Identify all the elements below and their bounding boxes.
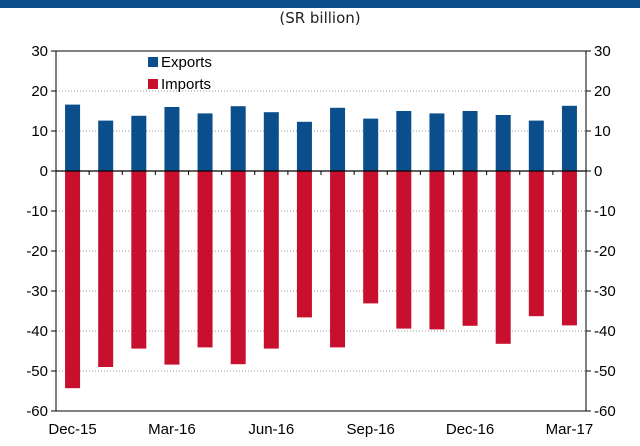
y-tick-label: -30	[26, 283, 48, 300]
y-tick-label-right: -50	[594, 363, 616, 380]
imports-bar	[330, 171, 346, 348]
exports-bar	[330, 107, 346, 171]
imports-bar	[164, 171, 180, 365]
imports-bar	[363, 171, 379, 304]
imports-bar	[65, 171, 81, 389]
y-tick-label: 0	[40, 163, 48, 180]
y-tick-label-right: -60	[594, 403, 616, 420]
exports-bar	[296, 121, 312, 171]
x-axis-labels: Dec-15 Mar-16 Jun-16 Sep-16 Dec-16 Mar-17	[48, 421, 593, 438]
legend-swatch-exports	[148, 57, 158, 67]
exports-bar	[363, 118, 379, 171]
y-tick-label: 10	[31, 123, 48, 140]
bars	[65, 104, 577, 389]
y-tick-label: -50	[26, 363, 48, 380]
exports-bar	[429, 113, 445, 171]
imports-bar	[528, 171, 544, 317]
exports-bar	[197, 113, 213, 171]
legend: Exports Imports	[148, 54, 212, 93]
imports-bar	[230, 171, 246, 365]
y-tick-label: -10	[26, 203, 48, 220]
y-tick-label-right: 10	[594, 123, 611, 140]
axes	[51, 50, 591, 412]
legend-label-exports: Exports	[161, 54, 212, 71]
exports-bar	[230, 106, 246, 171]
y-tick-label-right: 30	[594, 43, 611, 60]
x-tick-label: Dec-16	[446, 421, 494, 438]
imports-bar	[263, 171, 279, 349]
y-tick-label: 30	[31, 43, 48, 60]
y-axis-left-labels: 30 20 10 0 -10 -20 -30 -40 -50 -60	[26, 43, 48, 420]
exports-bar	[462, 111, 478, 171]
y-axis-right-labels: 30 20 10 0 -10 -20 -30 -40 -50 -60	[594, 43, 616, 420]
chart-subtitle: (SR billion)	[279, 9, 361, 27]
imports-bar	[396, 171, 412, 329]
y-tick-label: -40	[26, 323, 48, 340]
imports-bar	[561, 171, 577, 326]
x-tick-label: Dec-15	[48, 421, 96, 438]
exports-bar	[131, 115, 147, 171]
exports-bar	[561, 105, 577, 171]
legend-label-imports: Imports	[161, 76, 211, 93]
y-tick-label-right: -40	[594, 323, 616, 340]
y-tick-label-right: -30	[594, 283, 616, 300]
imports-bar	[462, 171, 478, 326]
exports-bar	[98, 120, 114, 171]
exports-bar	[263, 112, 279, 171]
imports-bar	[131, 171, 147, 349]
plot-frame	[55, 50, 587, 412]
y-tick-label: -60	[26, 403, 48, 420]
imports-bar	[495, 171, 511, 344]
y-tick-label-right: 20	[594, 83, 611, 100]
x-tick-label: Sep-16	[347, 421, 395, 438]
imports-bar	[429, 171, 445, 330]
header-band	[0, 0, 640, 8]
y-tick-label: 20	[31, 83, 48, 100]
y-tick-label-right: -20	[594, 243, 616, 260]
y-tick-label: -20	[26, 243, 48, 260]
exports-bar	[396, 111, 412, 171]
imports-bar	[296, 171, 312, 318]
y-tick-label-right: 0	[594, 163, 602, 180]
exports-bar	[528, 120, 544, 171]
imports-bar	[197, 171, 213, 348]
x-tick-label: Mar-16	[148, 421, 196, 438]
exports-bar	[495, 115, 511, 171]
legend-swatch-imports	[148, 79, 158, 89]
y-tick-label-right: -10	[594, 203, 616, 220]
exports-bar	[164, 107, 180, 171]
exports-bar	[65, 104, 81, 171]
imports-bar	[98, 171, 114, 367]
x-tick-label: Mar-17	[546, 421, 594, 438]
x-tick-label: Jun-16	[248, 421, 294, 438]
